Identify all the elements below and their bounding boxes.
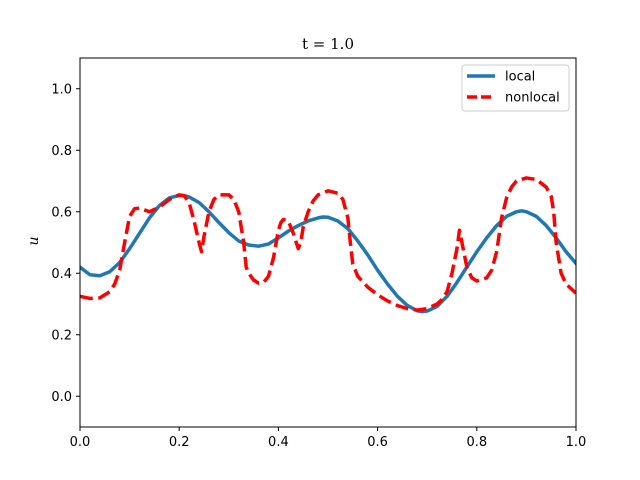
y-tick-label: 0.2: [51, 328, 72, 343]
x-tick-label: 0.8: [466, 435, 487, 450]
x-tick-label: 0.2: [169, 435, 190, 450]
plot-area: [79, 57, 577, 428]
y-tick-label: 0.8: [51, 144, 72, 159]
axes-frame: [79, 57, 577, 428]
x-tick-label: 0.6: [367, 435, 388, 450]
x-tick-label: 1.0: [566, 435, 587, 450]
x-tick-label: 0.4: [268, 435, 289, 450]
y-tick-label: 0.4: [51, 267, 72, 282]
y-tick-label: 0.0: [51, 390, 72, 405]
chart-title: t = 1.0: [302, 35, 354, 53]
legend-label-local: local: [505, 70, 535, 85]
y-axis: 0.0 0.2 0.4 0.6 0.8 1.0: [51, 82, 80, 405]
y-tick-label: 1.0: [51, 82, 72, 97]
legend-label-nonlocal: nonlocal: [505, 91, 560, 106]
x-tick-label: 0.0: [70, 435, 91, 450]
legend: local nonlocal: [461, 64, 570, 112]
y-axis-label: u: [26, 236, 42, 245]
series-line-nonlocal: [80, 176, 576, 312]
x-axis: 0.0 0.2 0.4 0.6 0.8 1.0: [70, 427, 587, 450]
y-tick-label: 0.6: [51, 205, 72, 220]
